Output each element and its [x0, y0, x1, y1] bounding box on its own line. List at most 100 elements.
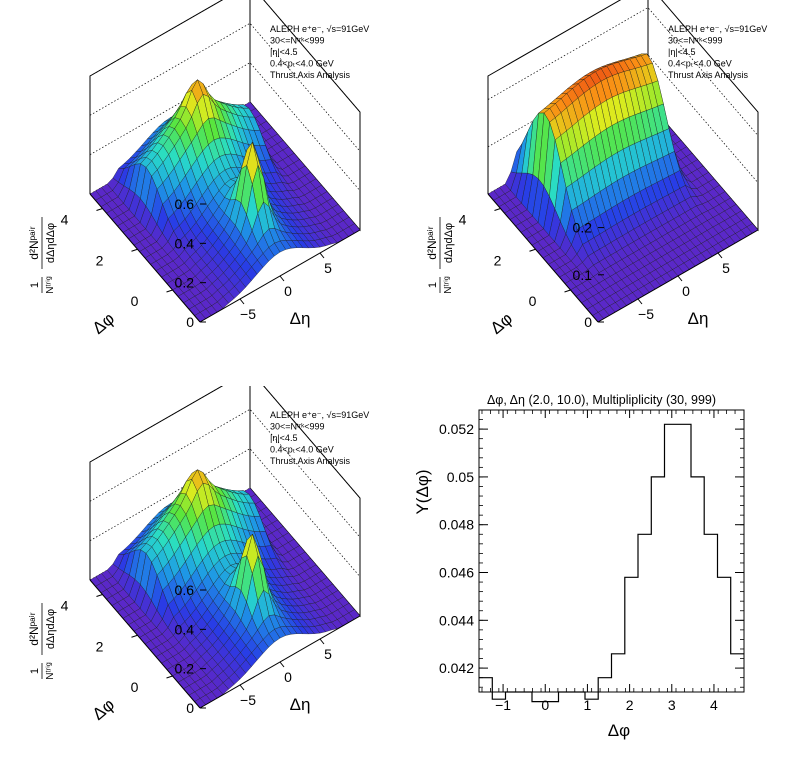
info-line-5: Thrust Axis Analysis [270, 456, 351, 466]
info-line-3: |η|<4.5 [270, 47, 297, 57]
z-tick-label: 0.4 [175, 621, 195, 637]
axes: −5 0 5 0 2 4 0 0.2 0.4 0.6 Δη Δφ [61, 579, 361, 724]
z-tick-label: 0.6 [175, 582, 195, 598]
phi-axis-title: Δφ [487, 309, 516, 338]
phi-tick-label: 0 [529, 293, 537, 309]
z-title-num: d²Nᵖᵃⁱʳ [27, 612, 41, 645]
info-line-3: |η|<4.5 [270, 433, 297, 443]
x-tick-label: −1 [495, 697, 511, 713]
phi-tick [166, 675, 173, 679]
phi-tick-label: 4 [61, 212, 69, 228]
surface-mesh [487, 53, 759, 323]
surface-plot-near-away: −5 0 5 0 2 4 0 0.2 0.4 0.6 Δη Δφ 1 Nᵗʳⁱᵍ d²Nᵖᵃⁱʳ dΔηdΔφ… [0, 0, 398, 386]
y-tick-label: 0.05 [447, 469, 474, 485]
eta-tick-label: 0 [284, 669, 292, 685]
phi-axis-title: Δφ [89, 309, 118, 338]
info-line-1: ALEPH e⁺e⁻, √s=91GeV [668, 24, 767, 34]
info-line-4: 0.4<pₜ<4.0 GeV [270, 445, 334, 455]
z-gridline [89, 386, 361, 499]
x-tick-label: 0 [541, 697, 549, 713]
z-axis-title: 1 Nᵗʳⁱᵍ d²Nᵖᵃⁱʳ dΔηdΔφ [27, 217, 57, 294]
z-title-den: dΔηdΔφ [45, 609, 57, 649]
back-wall-edge [487, 0, 649, 194]
z-title-ntrig: Nᵗʳⁱᵍ [45, 276, 56, 294]
phi-tick [96, 208, 103, 211]
phi-tick [564, 289, 571, 293]
eta-tick [717, 252, 723, 259]
phi-tick-label: 0 [131, 679, 139, 695]
z-axis-title: 1 Nᵗʳⁱᵍ d²Nᵖᵃⁱʳ dΔηdΔφ [27, 603, 57, 680]
z-tick-label: 0 [186, 700, 194, 716]
eta-tick [637, 298, 643, 305]
phi-tick [96, 594, 103, 597]
info-box: ALEPH e⁺e⁻, √s=91GeV 30<=Nᵗʳᵏ<999|η|<4.5 0… [270, 410, 369, 466]
eta-tick-label: −5 [240, 306, 256, 322]
surface-mesh [89, 469, 361, 709]
z-gridline [89, 0, 361, 113]
info-line-1: ALEPH e⁺e⁻, √s=91GeV [270, 410, 369, 420]
eta-tick [319, 252, 325, 259]
surface-plot-ridge: −5 0 5 0 2 4 0 0.1 0.2 Δη Δφ 1 Nᵗʳⁱᵍ d²Nᵖᵃⁱʳ dΔηdΔφ ALE… [398, 0, 796, 386]
info-line-5: Thrust Axis Analysis [668, 70, 749, 80]
phi-tick-label: 2 [96, 252, 104, 268]
eta-tick-label: −5 [638, 306, 654, 322]
eta-tick-label: 5 [722, 260, 730, 276]
eta-axis-title: Δη [290, 309, 311, 328]
phi-tick-label: 4 [459, 212, 467, 228]
phi-tick-label: 2 [494, 252, 502, 268]
phi-tick [529, 248, 536, 252]
z-title-den: dΔηdΔφ [45, 223, 57, 263]
z-title-num: d²Nᵖᵃⁱʳ [425, 226, 439, 259]
z-tick-label: 0.6 [175, 196, 195, 212]
info-line-2: 30<=Nᵗʳᵏ<999 [270, 422, 324, 432]
y-tick-label: 0.042 [439, 660, 474, 676]
x-tick-label: 3 [668, 697, 676, 713]
eta-tick-label: 0 [284, 283, 292, 299]
histogram-step-line [479, 423, 744, 703]
histogram-svg: Δφ, Δη (2.0, 10.0), Multipliplicity (30,… [413, 393, 745, 740]
z-title-num: d²Nᵖᵃⁱʳ [27, 226, 41, 259]
phi-tick [494, 208, 501, 211]
surface-plot-svg: −5 0 5 0 2 4 0 0.2 0.4 0.6 Δη Δφ 1 Nᵗʳⁱᵍ d²Nᵖᵃⁱʳ dΔηdΔφ… [27, 386, 369, 724]
z-title-one: 1 [427, 282, 439, 288]
x-tick-label: 4 [710, 697, 718, 713]
info-line-4: 0.4<pₜ<4.0 GeV [668, 59, 732, 69]
eta-tick-label: 5 [324, 260, 332, 276]
phi-tick-label: 0 [131, 293, 139, 309]
eta-axis-title: Δη [688, 309, 709, 328]
phi-tick [131, 248, 138, 252]
x-axis-title: Δφ [608, 721, 630, 740]
eta-tick [279, 661, 285, 668]
y-tick-label: 0.048 [439, 517, 474, 533]
phi-tick-label: 2 [96, 638, 104, 654]
eta-tick-label: 0 [682, 283, 690, 299]
info-box: ALEPH e⁺e⁻, √s=91GeV 30<=Nᵗʳᵏ<999|η|<4.5 0… [668, 24, 767, 80]
info-line-5: Thrust Axis Analysis [270, 70, 351, 80]
z-tick-label: 0.4 [175, 235, 195, 251]
y-tick-label: 0.052 [439, 421, 474, 437]
y-tick-label: 0.044 [439, 612, 474, 628]
z-title-one: 1 [29, 668, 41, 674]
plot-frame [478, 409, 745, 693]
eta-tick-label: 5 [324, 646, 332, 662]
z-title-one: 1 [29, 282, 41, 288]
y-axis-title: Y(Δφ) [413, 469, 432, 514]
phi-tick [131, 634, 138, 638]
phi-tick [166, 289, 173, 293]
x-tick-label: 2 [626, 697, 634, 713]
info-line-1: ALEPH e⁺e⁻, √s=91GeV [270, 24, 369, 34]
surface-plot-svg: −5 0 5 0 2 4 0 0.1 0.2 Δη Δφ 1 Nᵗʳⁱᵍ d²Nᵖᵃⁱʳ dΔηdΔφ ALE… [425, 0, 767, 338]
surface-plot-near-away-2: −5 0 5 0 2 4 0 0.2 0.4 0.6 Δη Δφ 1 Nᵗʳⁱᵍ d²Nᵖᵃⁱʳ dΔηdΔφ… [0, 386, 398, 772]
z-tick-label: 0 [584, 314, 592, 330]
x-tick-label: 1 [584, 697, 592, 713]
eta-axis-title: Δη [290, 695, 311, 714]
surface-plot-svg: −5 0 5 0 2 4 0 0.2 0.4 0.6 Δη Δφ 1 Nᵗʳⁱᵍ d²Nᵖᵃⁱʳ dΔηdΔφ… [27, 0, 369, 338]
eta-tick [677, 275, 683, 282]
z-title-ntrig: Nᵗʳⁱᵍ [443, 276, 454, 294]
z-tick-label: 0.1 [573, 267, 593, 283]
z-tick-label: 0.2 [175, 661, 195, 677]
info-line-2: 30<=Nᵗʳᵏ<999 [270, 36, 324, 46]
eta-tick [239, 684, 245, 691]
z-tick-label: 0 [186, 314, 194, 330]
histogram-panel: Δφ, Δη (2.0, 10.0), Multipliplicity (30,… [398, 386, 796, 772]
